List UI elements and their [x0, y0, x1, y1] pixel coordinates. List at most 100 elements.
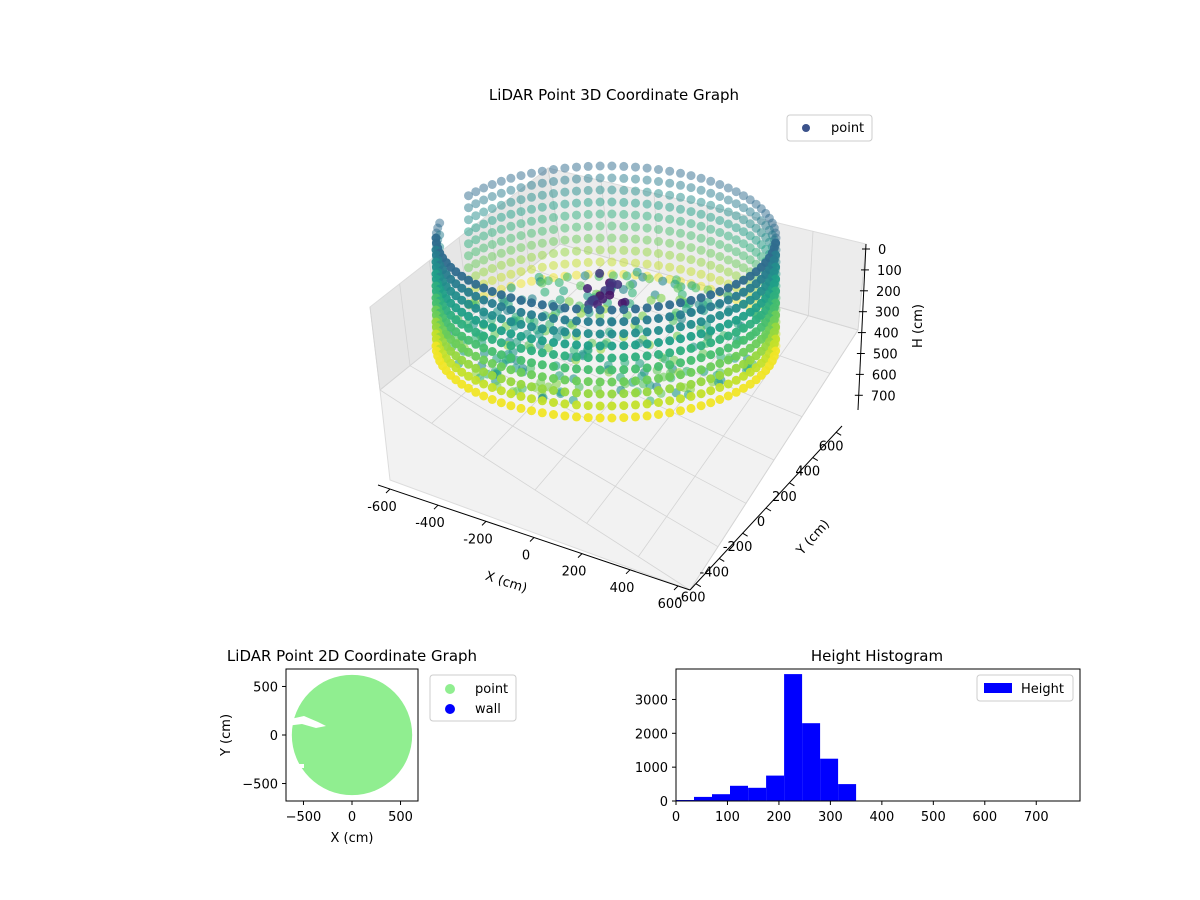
data-point-3d: [596, 390, 605, 399]
data-point-3d: [549, 165, 558, 174]
data-point-3d: [687, 332, 696, 341]
data-point-3d: [560, 315, 569, 324]
data-point-3d: [676, 181, 685, 190]
data-point-3d: [654, 410, 663, 419]
data-point-3d: [560, 351, 569, 360]
data-point-3d: [658, 277, 667, 286]
data-point-3d: [584, 246, 593, 255]
data-point-3d: [464, 203, 473, 212]
data-point-3d: [665, 239, 674, 248]
data-point-3d: [631, 364, 640, 373]
data-point-3d: [596, 330, 605, 339]
data-point-3d: [488, 299, 497, 308]
data-point-3d: [506, 377, 515, 386]
data-point-3d: [527, 181, 536, 190]
data-point-3d: [697, 293, 706, 302]
data-point-3d: [471, 316, 480, 325]
data-point-3d: [715, 216, 724, 225]
y-ticks-2d: −5000500: [242, 680, 286, 792]
data-point-3d: [607, 162, 616, 171]
data-point-3d: [724, 284, 733, 293]
data-point-3d: [619, 317, 628, 326]
data-point-3d: [697, 317, 706, 326]
data-point-3d: [596, 234, 605, 243]
data-point-3d: [654, 362, 663, 371]
data-point-3d: [584, 234, 593, 243]
histogram-bar: [748, 788, 766, 801]
data-point-3d: [538, 227, 547, 236]
data-point-3d: [631, 340, 640, 349]
data-point-3d: [527, 277, 536, 286]
data-point-3d: [676, 358, 685, 367]
data-point-3d: [676, 169, 685, 178]
data-point-3d: [643, 236, 652, 245]
data-point-3d: [584, 198, 593, 207]
data-point-3d: [527, 310, 536, 319]
x-axis-label-3d: X (cm): [483, 569, 529, 597]
data-point-3d: [572, 328, 581, 337]
data-point-3d: [471, 292, 480, 301]
data-point-3d: [479, 332, 488, 341]
data-point-3d: [537, 279, 546, 288]
y-axis-label-3d: Y (cm): [793, 517, 833, 559]
data-point-3d: [584, 317, 593, 326]
y-tick-label-2d: 500: [253, 680, 278, 695]
data-point-3d: [631, 259, 640, 268]
data-point-3d: [584, 222, 593, 231]
data-point-3d: [538, 167, 547, 176]
data-point-3d: [506, 246, 515, 255]
data-point-3d: [631, 304, 640, 313]
data-point-3d: [584, 258, 593, 267]
data-point-3d: [517, 320, 526, 329]
data-point-3d: [715, 335, 724, 344]
data-point-3d: [488, 216, 497, 225]
data-point-3d: [665, 300, 674, 309]
data-point-3d: [665, 263, 674, 272]
data-point-3d: [506, 270, 515, 279]
histogram-bar: [766, 776, 784, 801]
data-point-3d: [497, 398, 506, 407]
data-point-3d: [584, 186, 593, 195]
data-point-3d: [527, 169, 536, 178]
data-point-3d: [715, 311, 724, 320]
data-point-3d: [643, 212, 652, 221]
data-point-3d: [665, 408, 674, 417]
data-point-3d: [497, 302, 506, 311]
data-point-3d: [654, 249, 663, 258]
data-point-3d: [506, 174, 515, 183]
data-point-3d: [479, 220, 488, 229]
data-point-3d: [687, 255, 696, 264]
data-point-3d: [724, 220, 733, 229]
data-point-3d: [506, 341, 515, 350]
data-point-3d: [560, 327, 569, 336]
data-point-3d: [506, 222, 515, 231]
data-point-3d: [549, 237, 558, 246]
data-point-3d: [488, 359, 497, 368]
data-point-3d: [549, 374, 558, 383]
data-point-3d: [687, 368, 696, 377]
data-point-3d: [697, 365, 706, 374]
data-point-3d: [654, 261, 663, 270]
data-point-3d: [596, 378, 605, 387]
data-point-3d: [715, 395, 724, 404]
x-axis-label-2d: X (cm): [331, 831, 374, 846]
data-point-3d: [665, 372, 674, 381]
y-tick-label-3d: -600: [676, 591, 706, 606]
data-point-3d: [622, 271, 631, 280]
data-point-3d: [527, 406, 536, 415]
y-tick-3d: [719, 558, 724, 561]
data-point-3d: [607, 246, 616, 255]
y-tick-3d: [743, 533, 748, 536]
data-point-3d: [488, 252, 497, 261]
data-point-3d: [654, 237, 663, 246]
legend-2d-label-wall: wall: [475, 702, 501, 717]
data-point-3d: [497, 273, 506, 282]
data-point-3d: [497, 326, 506, 335]
data-point-3d: [596, 342, 605, 351]
data-point-3d: [732, 364, 741, 373]
data-point-3d: [643, 327, 652, 336]
data-point-3d: [517, 380, 526, 389]
data-point-3d: [497, 314, 506, 323]
data-point-3d: [607, 330, 616, 339]
data-point-3d: [619, 186, 628, 195]
